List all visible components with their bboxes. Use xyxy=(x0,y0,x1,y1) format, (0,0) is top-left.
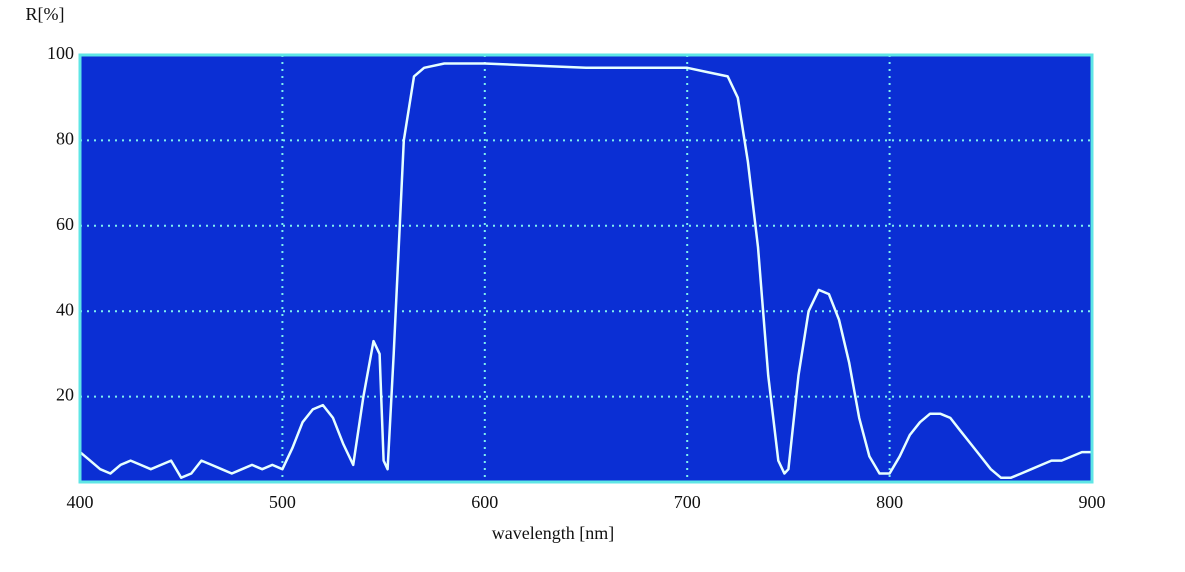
x-tick-label: 800 xyxy=(876,492,903,512)
y-tick-label: 20 xyxy=(56,385,74,405)
y-axis-label: R[%] xyxy=(26,4,65,24)
x-tick-label: 700 xyxy=(674,492,701,512)
x-tick-label: 900 xyxy=(1079,492,1106,512)
x-tick-label: 400 xyxy=(67,492,94,512)
y-tick-label: 100 xyxy=(47,43,74,63)
y-tick-label: 80 xyxy=(56,129,74,149)
x-axis-label: wavelength [nm] xyxy=(492,523,614,543)
y-tick-label: 40 xyxy=(56,299,74,319)
plot-background xyxy=(80,55,1092,482)
data-line xyxy=(79,62,1092,479)
x-tick-label: 500 xyxy=(269,492,296,512)
x-tick-label: 600 xyxy=(471,492,498,512)
y-tick-label: 60 xyxy=(56,214,74,234)
plot-frame xyxy=(78,53,1094,484)
